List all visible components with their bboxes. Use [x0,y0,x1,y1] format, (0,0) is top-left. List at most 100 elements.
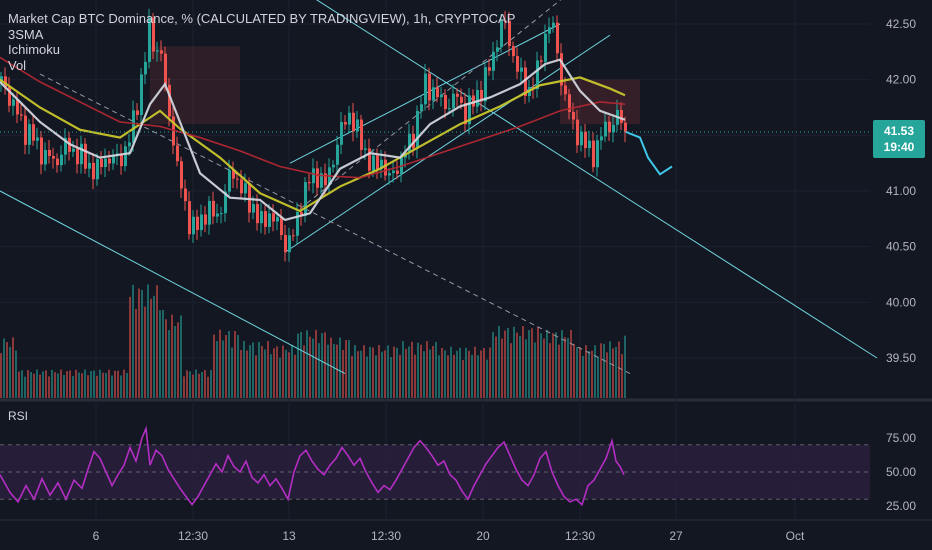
candle-body [220,213,223,215]
candle-body [504,20,507,22]
volume-bar [576,347,578,398]
candle-body [476,90,479,107]
volume-bar [216,341,218,398]
candle-body [540,60,543,62]
candle-body [276,217,279,222]
volume-bar [327,344,329,398]
volume-bar [564,337,566,398]
volume-bar [351,355,353,398]
volume-bar [141,289,143,398]
candle-body [4,76,7,88]
volume-bar [480,350,482,398]
volume-bar [57,373,59,398]
volume-bar [330,337,332,398]
volume-bar [324,332,326,398]
volume-bar [414,354,416,398]
volume-bar [102,372,104,398]
volume-bar [30,371,32,398]
volume-bar [147,284,149,398]
candle-body [0,76,3,82]
volume-bar [258,341,260,398]
volume-bar [123,369,125,398]
candle-body [256,204,259,224]
candle-body [484,67,487,102]
volume-bar [378,345,380,398]
volume-bar [129,296,131,398]
volume-bar [81,373,83,398]
chart-title[interactable]: Market Cap BTC Dominance, % (CALCULATED … [8,11,516,26]
candle-body [588,140,591,149]
candle-body [556,22,559,54]
chart-legend: Market Cap BTC Dominance, % (CALCULATED … [8,11,515,73]
volume-bar [531,328,533,398]
volume-bar [213,334,215,398]
volume-bar [6,342,8,398]
dashed-trend-line [299,0,562,210]
volume-bar [96,375,98,398]
channel-line [316,0,878,359]
legend-item-3sma[interactable]: 3SMA [8,26,44,42]
candle-body [64,137,67,155]
rsi-pane-label[interactable]: RSI [8,409,29,423]
volume-bar [396,347,398,398]
volume-bar [303,345,305,398]
volume-bar [579,347,581,398]
candle-body [516,56,519,72]
candle-body [552,22,555,28]
candle-body [76,148,79,165]
volume-bar [429,349,431,398]
volume-bar [603,343,605,398]
volume-bar [291,344,293,398]
volume-bar [558,344,560,398]
legend-item-ichimoku[interactable]: Ichimoku [8,42,61,57]
volume-bar [384,350,386,398]
candle-body [348,112,351,125]
volume-bar [438,355,440,398]
volume-bar [105,372,107,398]
volume-bar [393,346,395,398]
volume-bar [570,329,572,398]
volume-bar [192,374,194,398]
volume-bar [318,343,320,398]
candle-body [316,168,319,188]
candle-body [164,53,167,85]
volume-bar [435,341,437,398]
volume-bar [453,354,455,398]
candle-body [88,162,91,169]
candle-body [280,217,283,235]
price-tick-label: 42.50 [886,17,916,31]
volume-bar [621,354,623,398]
candle-body [384,159,387,176]
projection-line [625,131,673,176]
volume-bar [444,350,446,398]
trend-lines [0,0,878,375]
time-tick-label: 27 [669,529,683,543]
candle-body [36,137,39,141]
volume-bar [150,298,152,398]
candle-body [196,216,199,231]
candle-body [264,211,267,227]
volume-bar [315,329,317,398]
candle-body [236,178,239,180]
candle-body [580,131,583,146]
volume-bar [294,354,296,398]
volume-bar [228,331,230,398]
volume-bar [195,369,197,398]
volume-bar [573,343,575,398]
legend-item-vol[interactable]: Vol [8,57,27,73]
candle-body [360,119,363,150]
candle-body [364,148,367,150]
volume-bar [15,350,17,398]
volume-bar [300,331,302,398]
volume-bar [567,337,569,398]
volume-bar [78,372,80,398]
volume-bar [234,331,236,398]
volume-bars [0,284,626,398]
volume-bar [432,345,434,398]
volume-bar [504,330,506,398]
volume-bar [204,369,206,398]
volume-bar [606,352,608,398]
volume-bar [450,346,452,398]
candle-body [292,235,295,237]
